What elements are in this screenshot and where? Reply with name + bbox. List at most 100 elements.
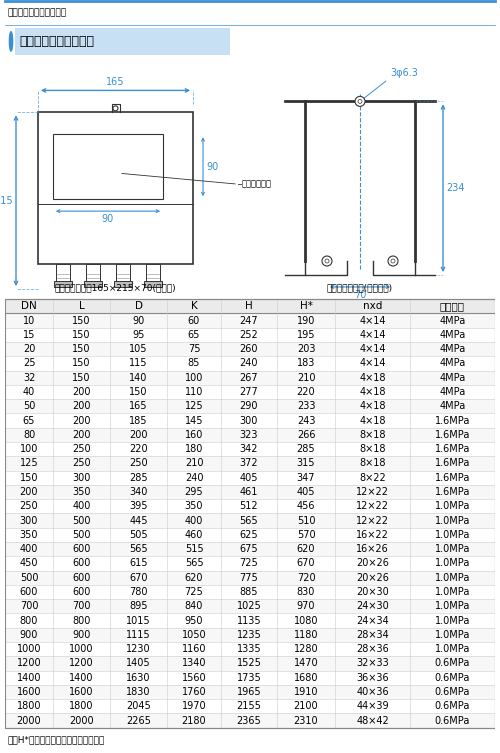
Text: 1735: 1735 (236, 672, 262, 683)
Text: 285: 285 (129, 473, 148, 483)
Bar (5, 628, 495, 642)
Text: 图中代码尺寸见右页附表: 图中代码尺寸见右页附表 (8, 9, 66, 17)
Bar (5, 614, 495, 628)
Text: 220: 220 (129, 444, 148, 454)
Text: 150: 150 (72, 330, 91, 340)
Text: 1200: 1200 (16, 658, 42, 669)
Text: 4MPa: 4MPa (440, 401, 466, 411)
Text: 247: 247 (240, 316, 258, 325)
Text: 600: 600 (72, 587, 90, 597)
Text: 4×14: 4×14 (359, 330, 386, 340)
Text: 720: 720 (296, 573, 316, 583)
Text: 900: 900 (20, 630, 38, 640)
Text: 125: 125 (184, 401, 204, 411)
Text: 250: 250 (72, 459, 91, 468)
Text: 600: 600 (72, 544, 90, 554)
Text: 1180: 1180 (294, 630, 318, 640)
Bar (5, 657, 495, 671)
Text: 1970: 1970 (182, 701, 206, 712)
Text: 耐压等级: 耐压等级 (440, 301, 465, 311)
Text: L: L (78, 301, 84, 311)
Text: 195: 195 (297, 330, 316, 340)
Text: 65: 65 (23, 416, 35, 425)
Text: 1230: 1230 (126, 644, 151, 654)
Text: 625: 625 (240, 530, 258, 540)
Text: 515: 515 (184, 544, 204, 554)
Text: 2045: 2045 (126, 701, 151, 712)
Text: 36×36: 36×36 (356, 672, 389, 683)
Text: 372: 372 (240, 459, 258, 468)
Bar (144, 281, 162, 287)
Text: 700: 700 (72, 602, 91, 611)
Text: 1335: 1335 (236, 644, 262, 654)
Text: 400: 400 (185, 516, 203, 526)
Bar (38, 112, 193, 264)
Text: 250: 250 (20, 501, 38, 511)
Text: 4MPa: 4MPa (440, 358, 466, 368)
Text: 1470: 1470 (294, 658, 318, 669)
Text: 2000: 2000 (16, 715, 42, 726)
Text: 565: 565 (129, 544, 148, 554)
Text: 950: 950 (185, 615, 203, 626)
Text: 4×18: 4×18 (359, 401, 386, 411)
Text: 0.6MPa: 0.6MPa (435, 672, 470, 683)
Text: 10: 10 (23, 316, 35, 325)
Text: 105: 105 (129, 344, 148, 354)
Circle shape (388, 256, 398, 266)
Text: 150: 150 (20, 473, 38, 483)
Text: 1600: 1600 (17, 687, 41, 697)
Text: 8×22: 8×22 (359, 473, 386, 483)
Text: 40: 40 (23, 387, 35, 397)
Text: 1.0MPa: 1.0MPa (435, 630, 470, 640)
Bar (5, 356, 495, 370)
Bar (5, 713, 495, 727)
Text: 44×39: 44×39 (356, 701, 389, 712)
Text: 233: 233 (297, 401, 316, 411)
Text: 285: 285 (296, 444, 316, 454)
Text: 0.6MPa: 0.6MPa (435, 658, 470, 669)
Text: 12×22: 12×22 (356, 501, 389, 511)
Text: 180: 180 (185, 444, 203, 454)
Text: 12×22: 12×22 (356, 487, 389, 497)
Text: 670: 670 (297, 559, 316, 569)
Bar (5, 699, 495, 713)
Text: 1280: 1280 (294, 644, 318, 654)
Text: 24×34: 24×34 (356, 615, 389, 626)
Bar (86, 264, 100, 282)
Text: 240: 240 (185, 473, 203, 483)
Text: 260: 260 (240, 344, 258, 354)
Text: 4×18: 4×18 (359, 416, 386, 425)
Text: 1015: 1015 (126, 615, 151, 626)
Text: 注：H*为分体式电磁流量计传感器高度: 注：H*为分体式电磁流量计传感器高度 (8, 735, 104, 744)
Text: 40×36: 40×36 (356, 687, 389, 697)
Text: 1000: 1000 (69, 644, 94, 654)
Text: 90: 90 (102, 214, 114, 224)
Text: 970: 970 (297, 602, 316, 611)
Text: 250: 250 (72, 444, 91, 454)
Text: 1160: 1160 (182, 644, 206, 654)
Text: 145: 145 (185, 416, 203, 425)
Text: 461: 461 (240, 487, 258, 497)
Text: 1.0MPa: 1.0MPa (435, 544, 470, 554)
Text: 266: 266 (297, 430, 316, 440)
Text: K: K (190, 301, 198, 311)
Text: 620: 620 (185, 573, 203, 583)
Text: 267: 267 (240, 373, 258, 383)
Bar (5, 313, 495, 328)
Text: 2155: 2155 (236, 701, 262, 712)
Text: 60: 60 (188, 316, 200, 325)
Text: DN: DN (21, 301, 37, 311)
Text: 512: 512 (240, 501, 258, 511)
Bar (53, 134, 163, 199)
Bar (5, 456, 495, 471)
Text: 400: 400 (20, 544, 38, 554)
Text: 4×18: 4×18 (359, 387, 386, 397)
Text: 1.0MPa: 1.0MPa (435, 615, 470, 626)
Text: 780: 780 (129, 587, 148, 597)
Bar (5, 342, 495, 356)
Text: 4×14: 4×14 (359, 344, 386, 354)
Text: 1080: 1080 (294, 615, 318, 626)
Text: 190: 190 (297, 316, 315, 325)
Text: 600: 600 (72, 573, 90, 583)
Text: 15: 15 (23, 330, 35, 340)
